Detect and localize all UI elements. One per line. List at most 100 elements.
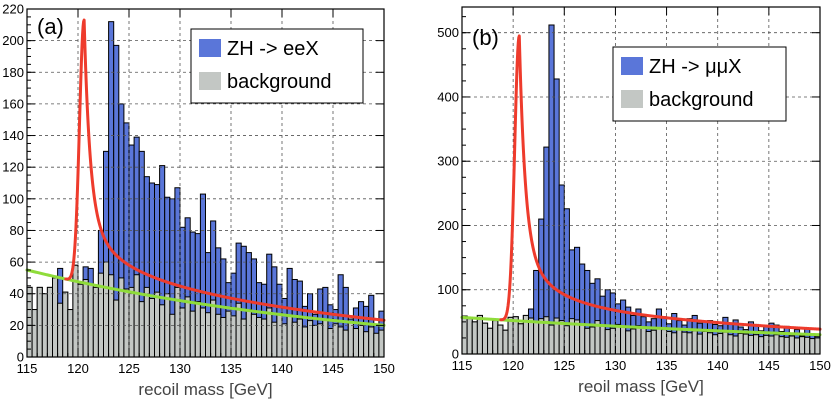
- background-bar: [783, 336, 790, 355]
- background-bar: [717, 332, 724, 355]
- background-bar: [691, 330, 698, 355]
- x-tick-label: 140: [707, 358, 729, 373]
- background-bar: [36, 286, 43, 358]
- background-bar: [804, 336, 811, 355]
- background-bar: [174, 286, 181, 358]
- background-bar: [701, 331, 708, 355]
- background-bar: [322, 318, 329, 358]
- signal-bar: [553, 78, 560, 355]
- background-bar: [640, 327, 647, 355]
- background-bar: [732, 335, 739, 355]
- background-bar: [538, 318, 545, 355]
- background-bar: [245, 309, 252, 358]
- x-tick-label: 140: [271, 361, 293, 376]
- background-bar: [57, 302, 64, 358]
- background-bar: [563, 325, 570, 355]
- y-tick-label: 300: [437, 154, 459, 169]
- y-tick-label: 140: [2, 128, 24, 143]
- background-bar: [712, 334, 719, 355]
- background-bar: [799, 336, 806, 355]
- background-bar: [737, 332, 744, 355]
- axes: 115 120 125 130 135 140 145 150 0 100 200 300 400 500: [437, 7, 831, 373]
- background-bar: [143, 286, 150, 358]
- background-bar: [584, 327, 591, 355]
- background-bar: [307, 320, 314, 358]
- background-bar: [579, 323, 586, 355]
- y-tick-label: 200: [2, 33, 24, 48]
- background-bar: [337, 326, 344, 358]
- x-tick-label: 150: [809, 358, 831, 373]
- background-bar: [261, 318, 268, 358]
- background-bar: [352, 328, 359, 358]
- y-tick-label: 220: [2, 2, 24, 17]
- legend-signal-swatch: [199, 39, 221, 57]
- background-bar: [256, 316, 263, 358]
- background-bar: [363, 331, 370, 358]
- background-bar: [676, 328, 683, 355]
- legend-signal-label: ZH -> μμX: [649, 56, 742, 78]
- x-tick-label: 145: [758, 358, 780, 373]
- background-bar: [778, 336, 785, 355]
- background-bar: [82, 278, 89, 358]
- background-bar: [630, 328, 637, 355]
- background-bar: [296, 318, 303, 358]
- background-bar: [235, 302, 242, 358]
- background-bar: [189, 310, 196, 358]
- background-bar: [466, 318, 473, 355]
- background-bar: [497, 324, 504, 355]
- x-tick-label: 125: [118, 361, 140, 376]
- background-bar: [286, 315, 293, 358]
- background-bar: [614, 323, 622, 355]
- background-bar: [276, 313, 283, 358]
- background-bar: [26, 286, 33, 358]
- legend-signal-swatch: [621, 57, 643, 75]
- legend: ZH -> μμX background: [612, 46, 787, 122]
- x-axis-label: reoil mass [GeV]: [578, 377, 704, 396]
- x-tick-label: 130: [169, 361, 191, 376]
- signal-fit-line: [64, 18, 386, 322]
- background-bar: [635, 325, 642, 355]
- background-bar: [92, 286, 99, 358]
- background-bar: [220, 316, 227, 358]
- signal-fit-line: [499, 34, 822, 331]
- background-bar: [681, 331, 688, 355]
- background-bar: [281, 323, 288, 358]
- background-bar: [327, 328, 334, 358]
- background-bar: [742, 333, 749, 355]
- x-tick-label: 115: [17, 361, 38, 376]
- legend-background-label: background: [227, 71, 332, 93]
- chart-panel-b: 115 120 125 130 135 140 145 150 0 100 200 300 400 500…: [437, 6, 831, 396]
- y-tick-label: 0: [17, 350, 24, 365]
- background-bar: [159, 304, 166, 358]
- background-bar: [502, 329, 509, 355]
- background-bar: [645, 331, 652, 355]
- legend: ZH -> eeX background: [190, 28, 364, 104]
- background-bar: [169, 313, 176, 358]
- background-bar: [230, 315, 237, 358]
- background-bar: [660, 329, 668, 355]
- legend-background-swatch: [199, 72, 221, 90]
- legend-signal-label: ZH -> eeX: [227, 38, 319, 60]
- background-bar: [476, 314, 483, 355]
- background-bar: [373, 332, 380, 358]
- background-bar: [138, 301, 145, 358]
- background-bar: [487, 327, 494, 355]
- y-tick-label: 0: [452, 347, 459, 362]
- background-bar: [194, 301, 201, 358]
- background-bar: [763, 334, 770, 355]
- background-histogram: [461, 314, 821, 355]
- y-tick-label: 60: [10, 255, 24, 270]
- background-bar: [154, 291, 161, 358]
- background-fit-line: [460, 315, 822, 337]
- chart-panel-a: 115 120 125 130 135 140 145 150 0 20 40 60 80 100 120 1…: [2, 2, 395, 400]
- background-bar: [184, 296, 191, 358]
- x-axis-label: recoil mass [GeV]: [138, 380, 272, 399]
- background-bar: [67, 309, 74, 358]
- background-fit-line: [25, 268, 386, 327]
- y-tick-label: 160: [2, 96, 24, 111]
- background-bar: [706, 332, 714, 355]
- background-bar: [814, 337, 821, 355]
- signal-bar: [548, 24, 555, 355]
- background-bar: [291, 321, 298, 358]
